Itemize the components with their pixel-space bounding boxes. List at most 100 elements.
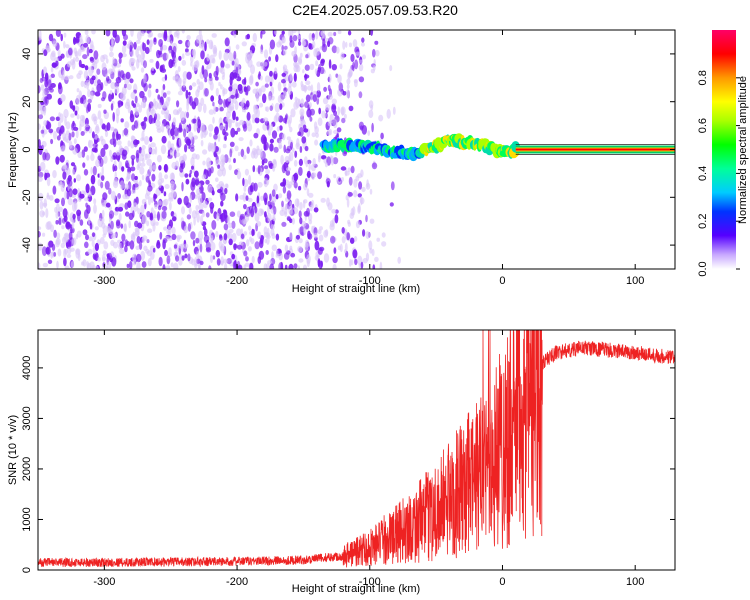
noise-speckle: [308, 219, 313, 225]
noise-speckle: [308, 162, 311, 172]
y-tick-label: 20: [21, 96, 33, 108]
noise-speckle: [83, 169, 89, 176]
noise-speckle: [286, 217, 292, 221]
noise-speckle: [135, 39, 141, 44]
noise-speckle: [133, 139, 139, 146]
noise-speckle: [121, 44, 127, 54]
noise-speckle: [115, 221, 121, 229]
noise-speckle: [284, 203, 288, 211]
noise-speckle: [312, 94, 317, 103]
noise-speckle: [130, 57, 136, 65]
noise-speckle: [175, 255, 180, 262]
noise-speckle: [235, 88, 238, 99]
noise-speckle: [200, 139, 204, 147]
noise-speckle: [306, 108, 312, 118]
noise-speckle: [135, 109, 140, 116]
noise-speckle: [329, 220, 334, 228]
noise-speckle: [331, 63, 337, 71]
noise-speckle: [149, 136, 153, 143]
noise-speckle: [129, 78, 134, 84]
noise-speckle: [310, 84, 314, 93]
noise-speckle: [132, 202, 139, 212]
noise-speckle: [170, 128, 175, 137]
noise-speckle: [61, 197, 65, 207]
noise-speckle: [38, 114, 44, 120]
noise-speckle: [279, 94, 285, 102]
noise-speckle: [60, 145, 66, 152]
noise-speckle: [211, 220, 217, 230]
noise-speckle: [344, 170, 350, 176]
noise-speckle: [236, 228, 242, 236]
noise-speckle: [303, 264, 307, 269]
noise-speckle: [97, 217, 103, 228]
noise-speckle: [110, 103, 114, 111]
noise-speckle: [102, 225, 108, 236]
noise-speckle: [215, 65, 219, 76]
noise-speckle: [198, 81, 204, 90]
noise-speckle: [266, 227, 270, 237]
noise-speckle: [247, 197, 253, 203]
noise-speckle: [347, 167, 352, 173]
noise-speckle: [313, 207, 319, 213]
noise-speckle: [270, 224, 275, 230]
noise-speckle: [58, 82, 62, 90]
noise-speckle: [212, 116, 215, 124]
noise-speckle: [340, 166, 347, 171]
noise-speckle: [136, 261, 141, 269]
noise-speckle: [84, 65, 89, 70]
noise-speckle: [100, 175, 105, 181]
noise-speckle: [367, 130, 371, 137]
noise-speckle: [130, 30, 134, 37]
colorbar-tick-label: 0.6: [697, 118, 709, 133]
noise-speckle: [67, 179, 73, 187]
noise-speckle: [146, 220, 150, 227]
noise-speckle: [200, 122, 205, 133]
noise-speckle: [69, 100, 74, 109]
noise-speckle: [38, 85, 41, 94]
noise-speckle: [75, 129, 79, 139]
noise-speckle: [381, 241, 387, 247]
noise-speckle: [291, 217, 295, 225]
noise-speckle: [78, 70, 83, 76]
noise-speckle: [334, 214, 339, 224]
noise-speckle: [132, 253, 137, 262]
noise-speckle: [311, 172, 316, 181]
noise-speckle: [76, 114, 80, 120]
noise-speckle: [243, 204, 247, 210]
noise-speckle: [101, 138, 106, 146]
noise-speckle: [191, 48, 196, 57]
noise-speckle: [200, 215, 204, 225]
noise-speckle: [320, 197, 326, 203]
noise-speckle: [203, 168, 207, 174]
noise-speckle: [56, 260, 59, 269]
noise-speckle: [341, 117, 346, 124]
noise-speckle: [218, 50, 222, 60]
noise-speckle: [293, 101, 299, 110]
noise-speckle: [109, 149, 112, 157]
noise-speckle: [189, 169, 193, 175]
noise-speckle: [102, 192, 108, 201]
noise-speckle: [337, 74, 342, 84]
noise-speckle: [337, 106, 341, 116]
noise-speckle: [132, 103, 136, 108]
noise-speckle: [63, 257, 67, 267]
noise-speckle: [154, 113, 158, 121]
noise-speckle: [240, 100, 245, 108]
noise-speckle: [305, 94, 311, 103]
noise-speckle: [88, 66, 94, 77]
noise-speckle: [177, 90, 183, 96]
noise-speckle: [272, 165, 276, 172]
noise-speckle: [247, 246, 252, 252]
noise-speckle: [239, 119, 245, 125]
noise-speckle: [153, 98, 157, 107]
noise-speckle: [66, 130, 70, 135]
noise-speckle: [338, 177, 341, 182]
noise-speckle: [131, 124, 136, 131]
noise-speckle: [260, 30, 263, 39]
noise-speckle: [226, 258, 232, 265]
noise-speckle: [223, 223, 229, 231]
noise-speckle: [113, 195, 116, 200]
noise-speckle: [162, 238, 168, 244]
noise-speckle: [271, 130, 278, 139]
